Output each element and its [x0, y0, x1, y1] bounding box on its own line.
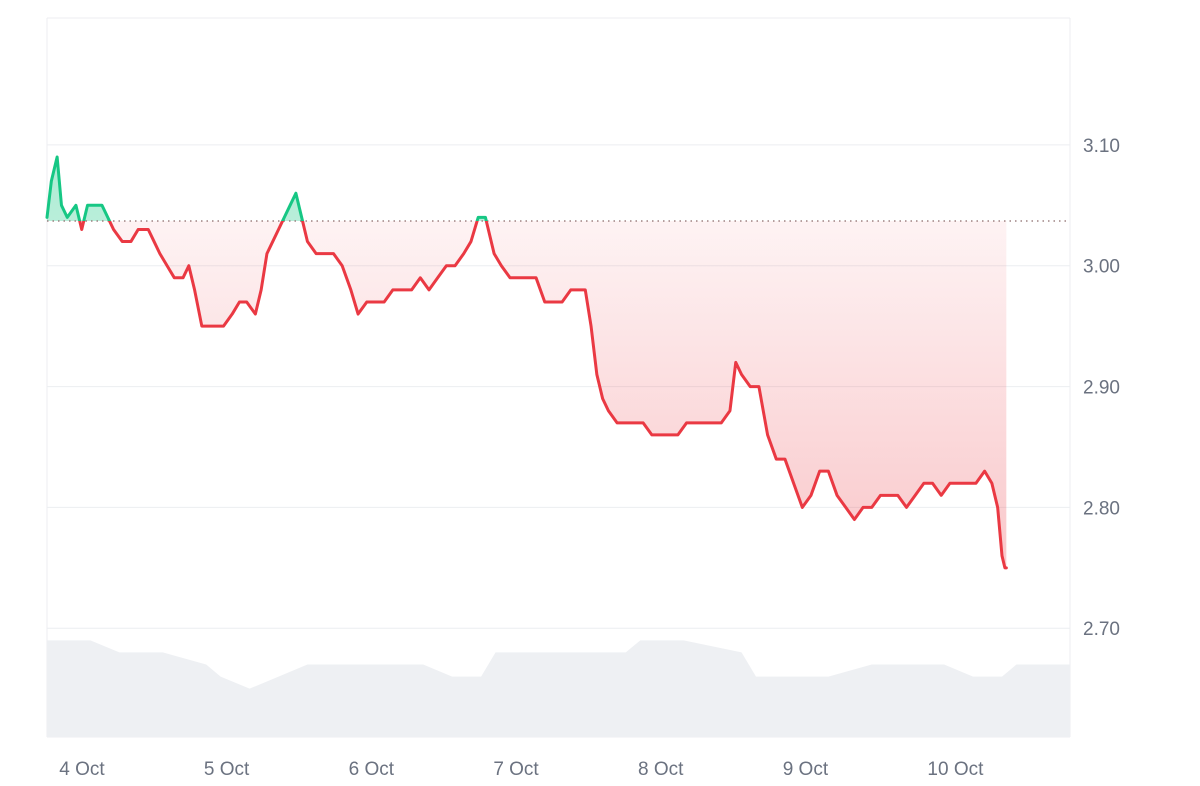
- y-tick-label: 2.90: [1083, 378, 1120, 399]
- price-fill-below: [47, 221, 1007, 568]
- x-tick-label: 10 Oct: [927, 759, 984, 780]
- x-tick-label: 5 Oct: [204, 759, 250, 780]
- x-tick-label: 4 Oct: [59, 759, 105, 780]
- x-tick-label: 8 Oct: [638, 759, 684, 780]
- price-fill-above: [47, 156, 487, 222]
- price-fill: [47, 156, 1007, 568]
- x-tick-label: 9 Oct: [783, 759, 829, 780]
- y-tick-label: 3.00: [1083, 257, 1120, 278]
- y-tick-label: 2.80: [1083, 498, 1120, 519]
- x-tick-label: 6 Oct: [349, 759, 395, 780]
- x-tick-label: 7 Oct: [493, 759, 539, 780]
- volume-area: [47, 640, 1070, 737]
- y-tick-label: 3.10: [1083, 136, 1120, 157]
- price-line: [45, 155, 1008, 570]
- y-tick-label: 2.70: [1083, 619, 1120, 640]
- volume-area-shape: [47, 640, 1070, 737]
- y-axis: 3.10 3.00 2.90 2.80 2.70: [1083, 136, 1120, 640]
- x-axis: 4 Oct 5 Oct 6 Oct 7 Oct 8 Oct 9 Oct 10 Oct: [59, 759, 984, 780]
- price-line-below: [78, 221, 1008, 570]
